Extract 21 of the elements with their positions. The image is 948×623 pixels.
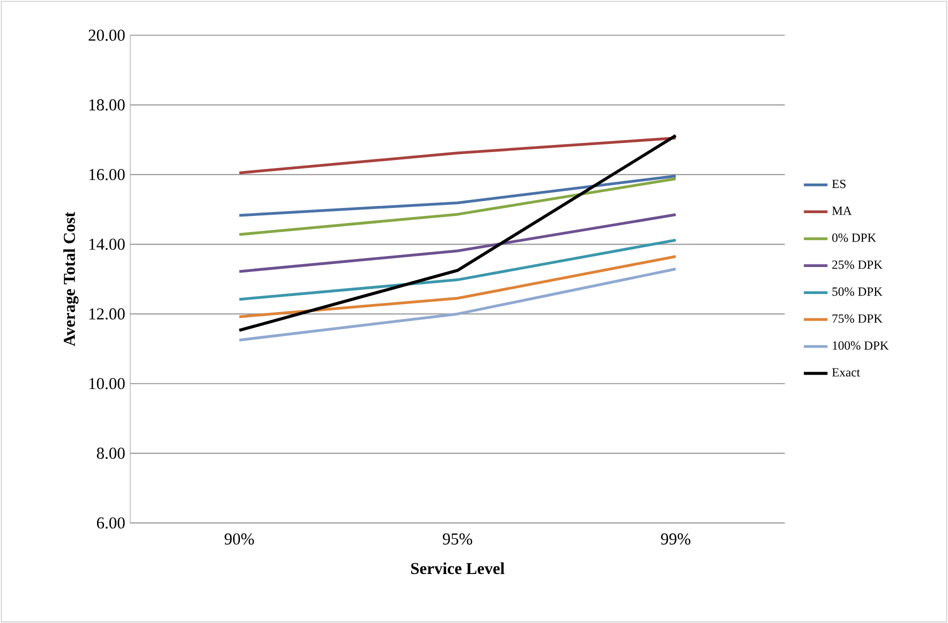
legend-label: 75% DPK — [832, 314, 882, 323]
y-tick-label: 20.00 — [88, 30, 125, 41]
legend-label: 50% DPK — [832, 287, 882, 296]
y-tick-label: 8.00 — [96, 448, 125, 459]
legend-label: Exact — [832, 368, 860, 376]
y-tick-label: 18.00 — [89, 99, 125, 110]
legend-label: 25% DPK — [832, 260, 882, 269]
legend-label: 0% DPK — [832, 233, 876, 242]
y-axis-title: Average Total Cost — [63, 212, 78, 346]
x-tick-label: 95% — [442, 533, 472, 545]
y-tick-label: 10.00 — [89, 378, 125, 390]
x-tick-label: 99% — [661, 533, 690, 545]
y-tick-label: 16.00 — [89, 168, 125, 180]
legend-label: ES — [832, 180, 846, 188]
legend-label: MA — [832, 206, 852, 215]
legend-label: 100% DPK — [832, 341, 889, 350]
y-tick-label: 6.00 — [96, 517, 125, 529]
y-tick-label: 14.00 — [89, 238, 125, 250]
x-axis-title: Service Level — [411, 562, 504, 574]
x-tick-label: 90% — [224, 533, 254, 545]
y-tick-label: 12.00 — [89, 308, 125, 320]
